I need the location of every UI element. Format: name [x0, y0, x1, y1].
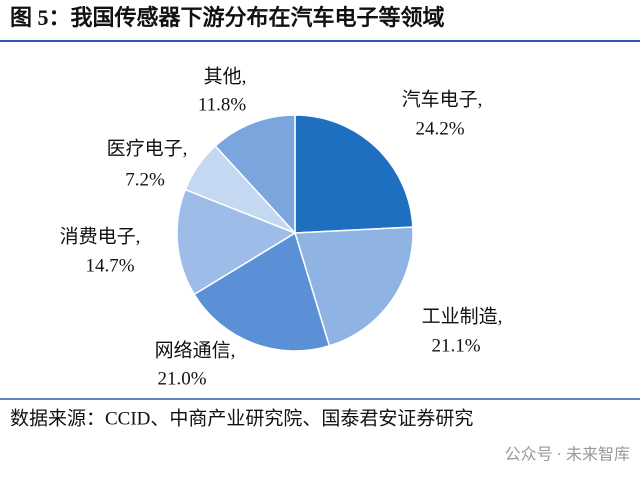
slice-label: 汽车电子, — [402, 88, 483, 110]
slice-label: 消费电子, — [60, 225, 141, 247]
slice-value-label: 24.2% — [415, 118, 464, 139]
pie-slice — [294, 114, 414, 234]
slice-value-label: 11.8% — [198, 94, 247, 115]
pie-slice — [176, 188, 297, 296]
slice-label: 网络通信, — [155, 339, 236, 361]
slice-label: 工业制造, — [422, 305, 503, 327]
slice-value-label: 14.7% — [85, 255, 134, 276]
slice-value-label: 21.1% — [431, 335, 480, 356]
watermark: 公众号 · 未来智库 — [505, 446, 630, 464]
slice-value-label: 7.2% — [125, 169, 165, 190]
source: 数据来源：CCID、中商产业研究院、国泰君安证券研究 — [10, 407, 473, 429]
slice-value-label: 21.0% — [157, 368, 206, 389]
chart-title: 图 5：我国传感器下游分布在汽车电子等领域 — [10, 5, 445, 30]
pie-slice — [214, 114, 296, 235]
slice-label: 医疗电子, — [107, 137, 188, 159]
slice-label: 其他, — [204, 65, 247, 87]
pie-slice — [294, 226, 414, 347]
pie-slice — [193, 231, 331, 352]
